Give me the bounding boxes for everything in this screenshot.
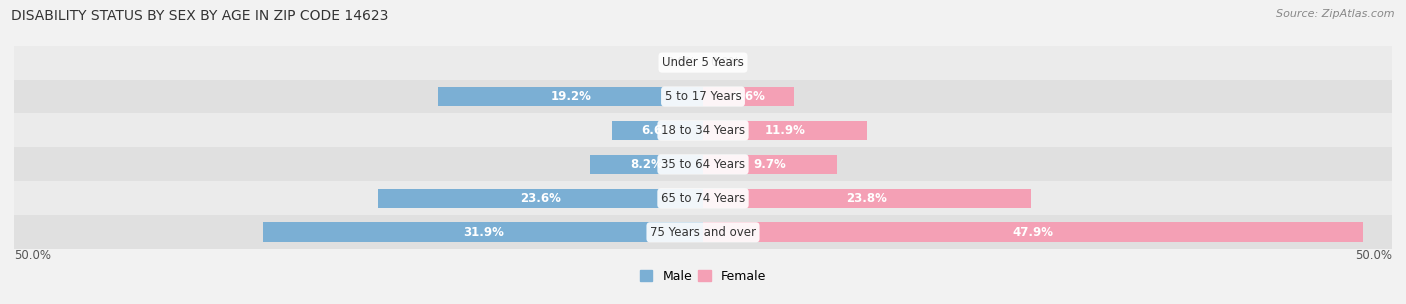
Bar bbox=[703, 188, 1031, 208]
Text: 50.0%: 50.0% bbox=[1355, 249, 1392, 262]
Text: 0.0%: 0.0% bbox=[710, 56, 740, 69]
Text: 5 to 17 Years: 5 to 17 Years bbox=[665, 90, 741, 103]
Bar bbox=[439, 87, 703, 106]
Bar bbox=[263, 223, 703, 242]
Legend: Male, Female: Male, Female bbox=[636, 265, 770, 288]
Text: DISABILITY STATUS BY SEX BY AGE IN ZIP CODE 14623: DISABILITY STATUS BY SEX BY AGE IN ZIP C… bbox=[11, 9, 388, 23]
Bar bbox=[14, 113, 1392, 147]
Text: 47.9%: 47.9% bbox=[1012, 226, 1053, 239]
Bar bbox=[378, 188, 703, 208]
Text: 9.7%: 9.7% bbox=[754, 158, 786, 171]
Bar bbox=[14, 215, 1392, 249]
Text: 8.2%: 8.2% bbox=[630, 158, 662, 171]
Text: 6.6%: 6.6% bbox=[641, 124, 673, 137]
Text: 23.6%: 23.6% bbox=[520, 192, 561, 205]
Text: 31.9%: 31.9% bbox=[463, 226, 503, 239]
Bar bbox=[14, 46, 1392, 80]
Text: 35 to 64 Years: 35 to 64 Years bbox=[661, 158, 745, 171]
Bar bbox=[612, 121, 703, 140]
Text: Under 5 Years: Under 5 Years bbox=[662, 56, 744, 69]
Text: 23.8%: 23.8% bbox=[846, 192, 887, 205]
Bar bbox=[703, 223, 1362, 242]
Bar bbox=[14, 181, 1392, 215]
Text: 19.2%: 19.2% bbox=[550, 90, 591, 103]
Text: 0.0%: 0.0% bbox=[666, 56, 696, 69]
Text: 11.9%: 11.9% bbox=[765, 124, 806, 137]
Bar bbox=[14, 147, 1392, 181]
Bar bbox=[591, 154, 703, 174]
Text: Source: ZipAtlas.com: Source: ZipAtlas.com bbox=[1277, 9, 1395, 19]
Text: 75 Years and over: 75 Years and over bbox=[650, 226, 756, 239]
Text: 18 to 34 Years: 18 to 34 Years bbox=[661, 124, 745, 137]
Bar bbox=[703, 87, 794, 106]
Text: 65 to 74 Years: 65 to 74 Years bbox=[661, 192, 745, 205]
Bar bbox=[14, 80, 1392, 113]
Bar bbox=[703, 154, 837, 174]
Text: 50.0%: 50.0% bbox=[14, 249, 51, 262]
Bar bbox=[703, 121, 868, 140]
Text: 6.6%: 6.6% bbox=[733, 90, 765, 103]
